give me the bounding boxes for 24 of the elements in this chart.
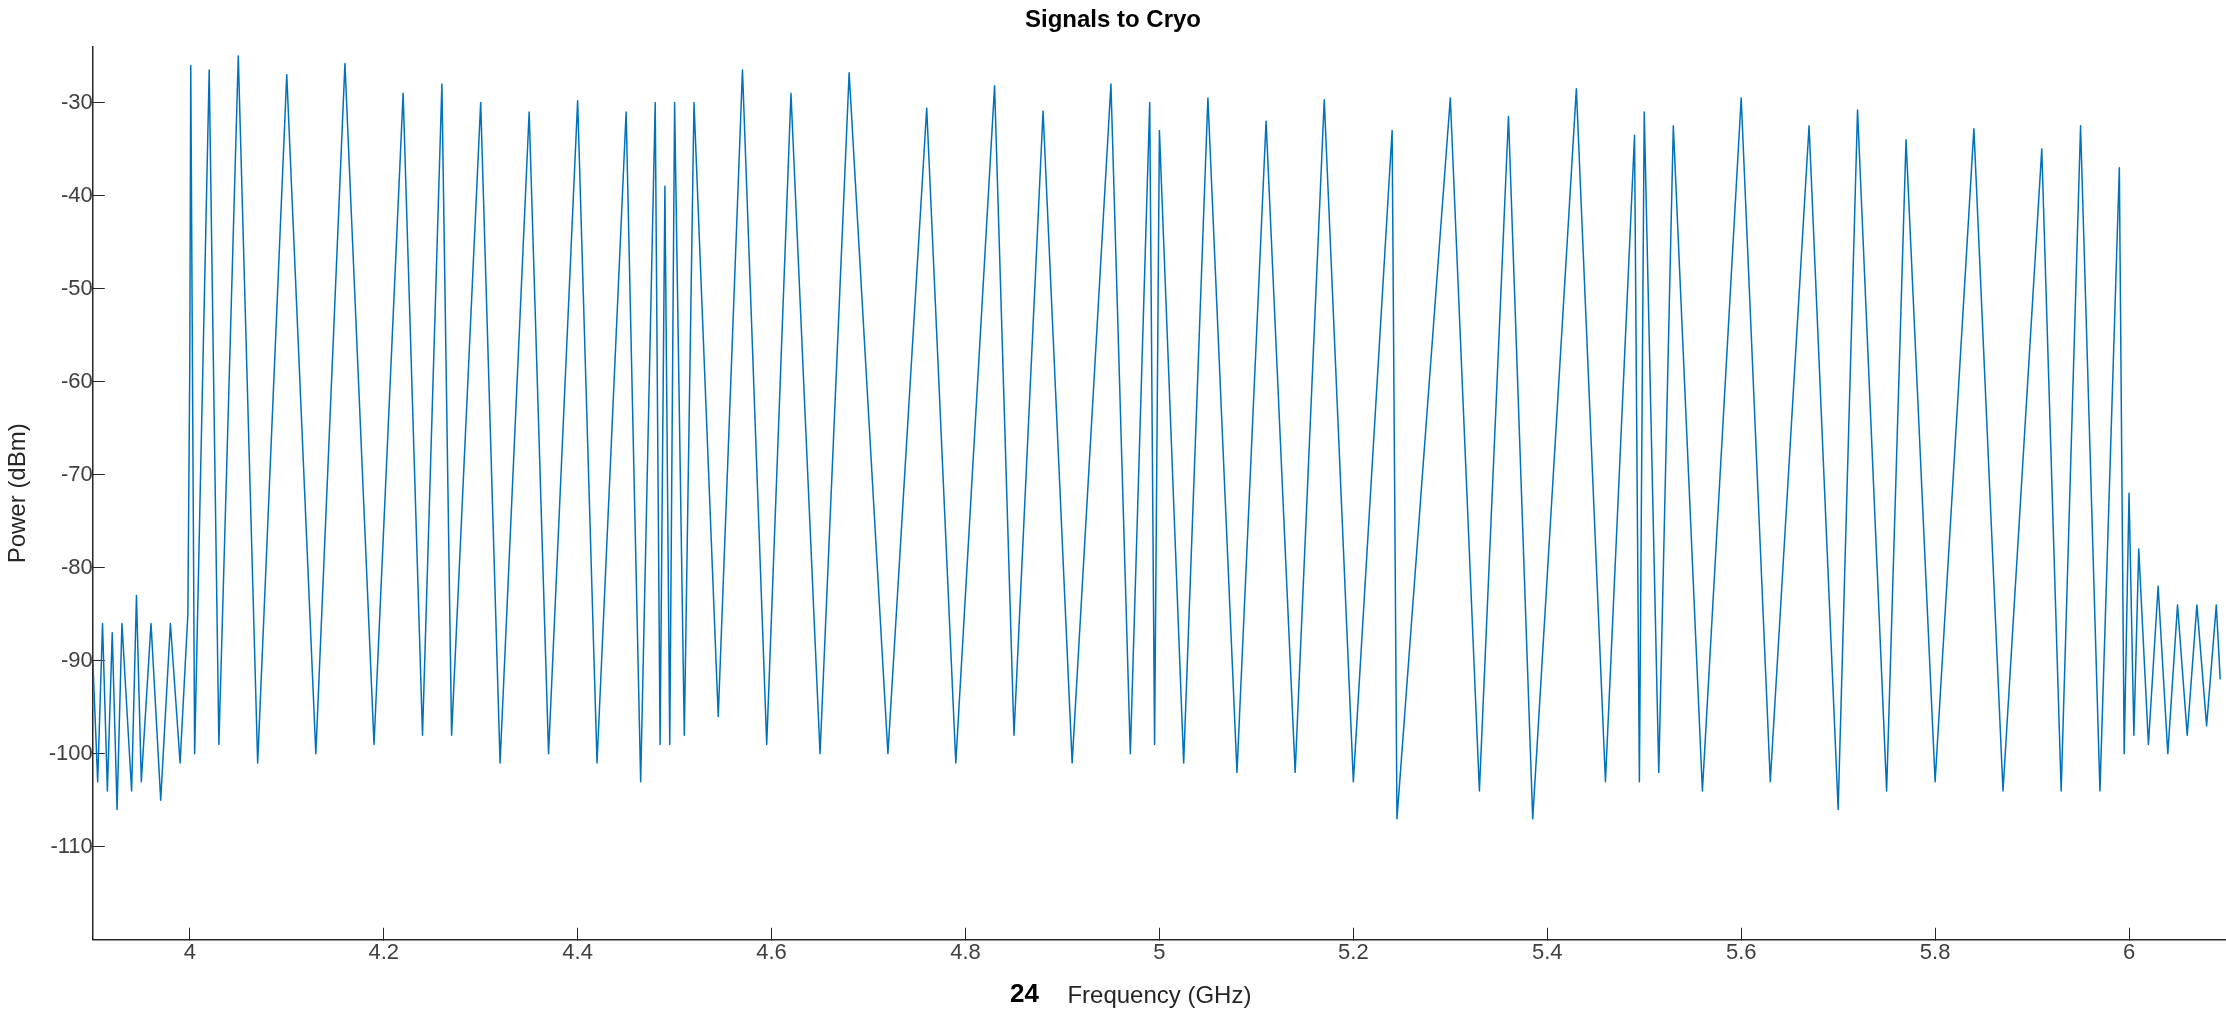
x-tick-label: 4.4 (562, 939, 593, 965)
y-tick-label: -60 (61, 367, 93, 393)
chart-title: Signals to Cryo (1024, 5, 1202, 33)
y-tick-label: -110 (50, 832, 93, 858)
x-tick-label: 5.2 (1338, 939, 1369, 965)
x-tick-label: 4.6 (756, 939, 787, 965)
y-tick-label: -40 (61, 181, 93, 207)
y-tick-label: -90 (61, 646, 93, 672)
y-tick-label: -80 (61, 553, 93, 579)
y-tick-label: -100 (48, 739, 93, 765)
y-tick-label: -50 (61, 274, 93, 300)
x-tick-label: 5.4 (1531, 939, 1563, 965)
x-tick-label: 5 (1153, 939, 1166, 965)
x-tick-label: 5.6 (1725, 939, 1757, 965)
x-tick-label: 4 (183, 939, 196, 965)
x-tick-label: 6 (2122, 939, 2136, 965)
text: 24 (1010, 978, 1039, 1009)
y-axis-title: Power (dBm) (3, 423, 31, 564)
x-axis-title: Frequency (GHz) (1067, 981, 1252, 1009)
x-tick-label: 5.8 (1919, 939, 1951, 965)
x-tick-label: 4.8 (950, 939, 981, 965)
y-tick-label: -30 (61, 88, 93, 114)
x-tick-label: 4.2 (368, 939, 400, 965)
y-tick-label: -70 (61, 460, 93, 486)
